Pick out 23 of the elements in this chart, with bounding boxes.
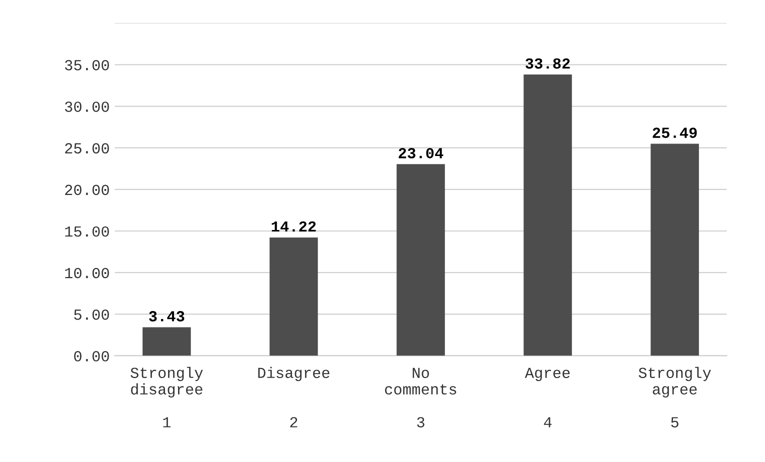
y-tick-label: 10.00 [65,268,109,278]
bar [650,144,699,356]
data-label: 3.43 [149,311,184,322]
bar [396,164,445,356]
bar [142,327,191,356]
y-tick-label: 25.00 [65,143,109,154]
category-label: No comments 3 [385,368,456,428]
y-tick-label: 0.00 [74,351,109,362]
category-label: Agree 4 [524,368,570,428]
y-tick-label: 30.00 [65,102,109,112]
y-tick-label: 5.00 [74,309,109,320]
y-tick-label: 15.00 [65,226,109,237]
y-tick-label: 20.00 [65,184,109,196]
data-label: 33.82 [526,58,570,69]
category-label: Strongly disagree 1 [130,366,203,428]
data-label: 25.49 [652,128,697,138]
data-label: 14.22 [272,221,316,232]
data-label: 23.04 [398,148,444,158]
bar [524,74,572,356]
bar [270,237,318,356]
category-label: Strongly agree 5 [638,366,711,428]
y-tick-label: 35.00 [65,60,109,70]
category-label: Disagree 2 [258,366,330,428]
